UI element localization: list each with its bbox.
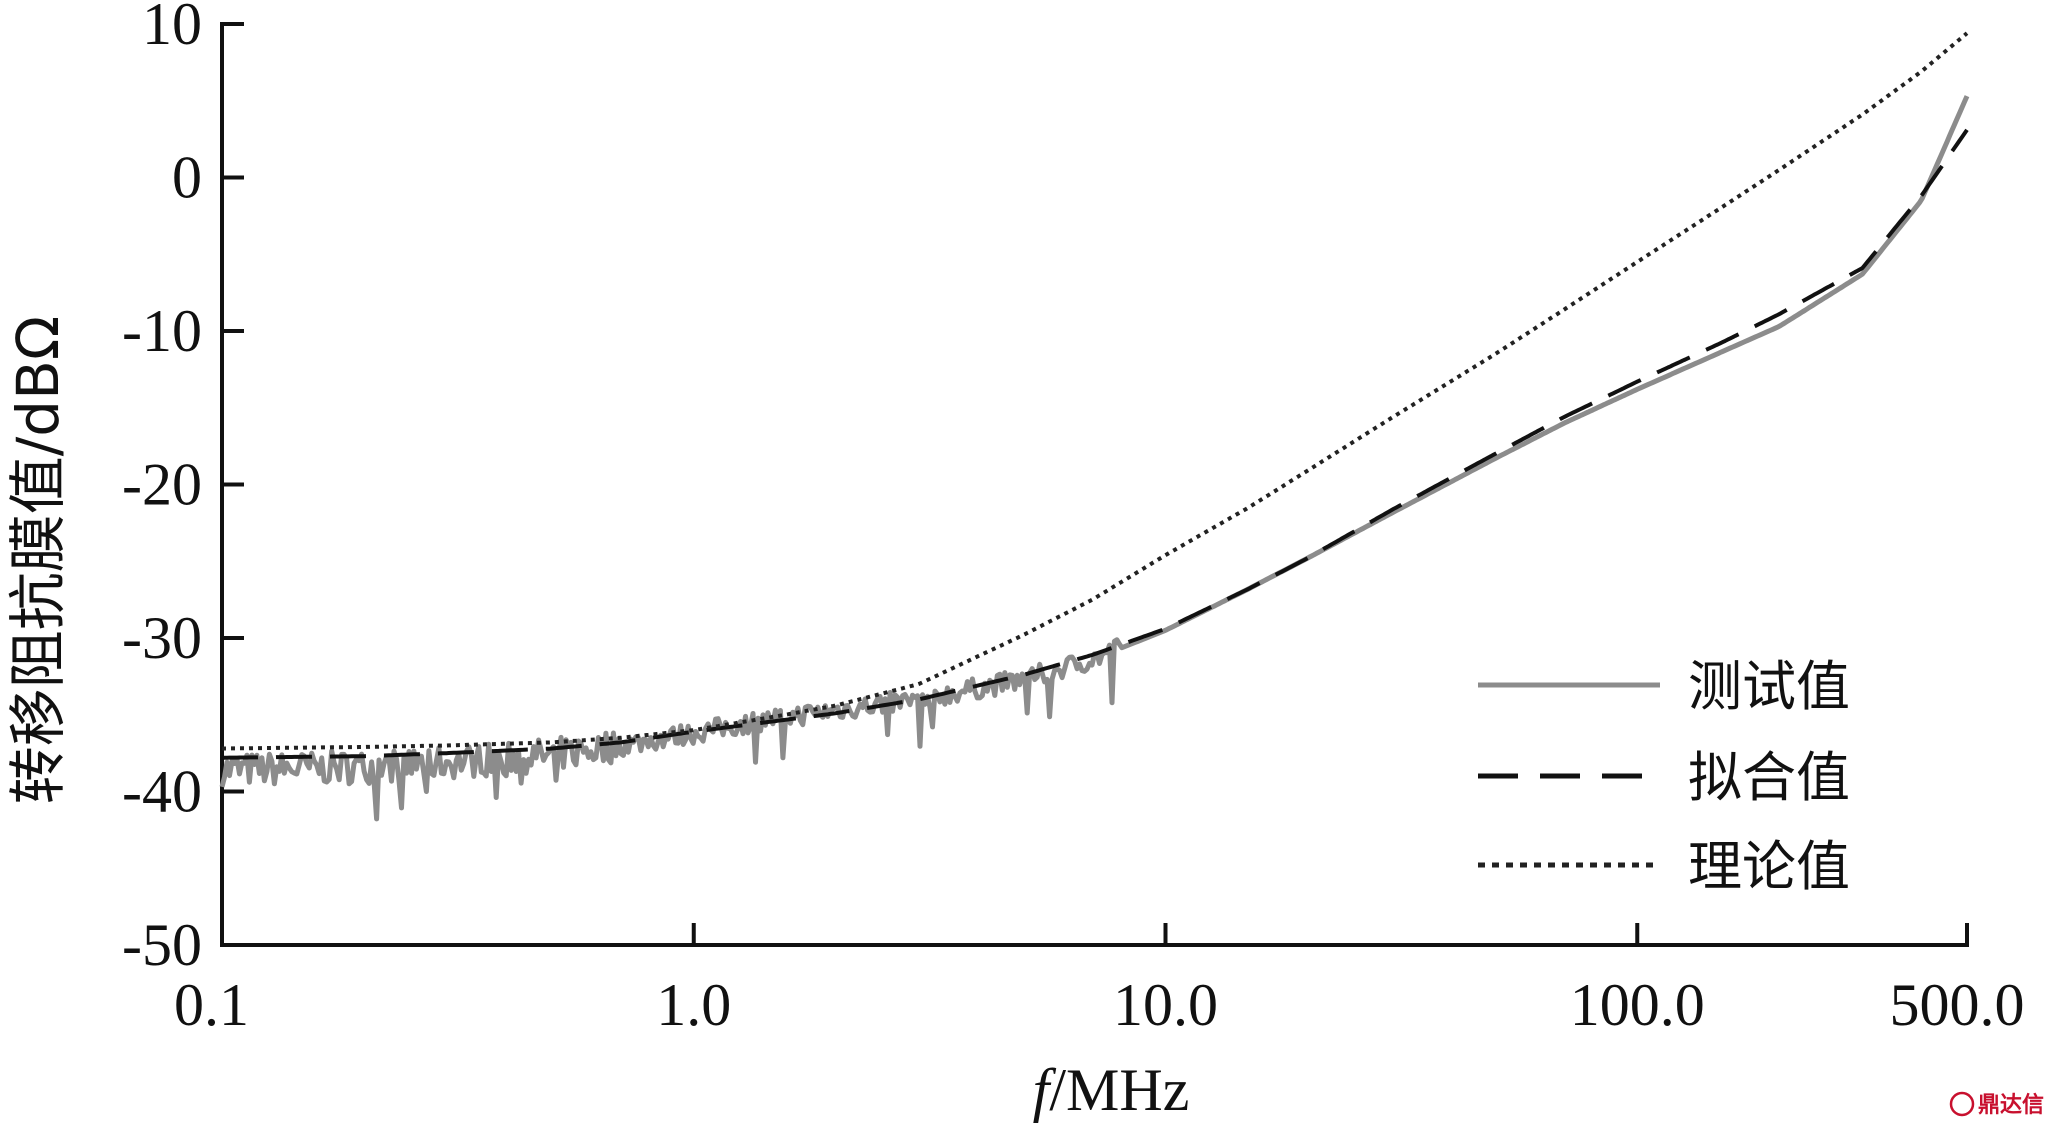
x-tick-label: 1.0 xyxy=(656,972,731,1038)
watermark-text: 鼎达信 xyxy=(1978,1092,2044,1118)
y-tick-label: -50 xyxy=(122,912,202,978)
series-layer xyxy=(219,31,1970,822)
watermark-logo-icon xyxy=(1949,1091,1975,1117)
x-tick-label: 100.0 xyxy=(1570,972,1705,1038)
y-axis-title: 转移阻抗膜值/dBΩ xyxy=(4,316,72,804)
x-tick-label: 500.0 xyxy=(1890,972,2025,1038)
x-tick-label: 0.1 xyxy=(174,972,249,1038)
y-tick-label: -20 xyxy=(122,452,202,518)
y-tick-label: -30 xyxy=(122,605,202,671)
x-tick-label: 10.0 xyxy=(1113,972,1218,1038)
legend-label-measured: 测试值 xyxy=(1688,655,1850,718)
legend-label-fitted: 拟合值 xyxy=(1688,746,1850,809)
watermark: 鼎达信 xyxy=(1949,1091,2044,1118)
y-tick-label: -40 xyxy=(122,759,202,825)
legend-label-theory: 理论值 xyxy=(1688,835,1850,898)
x-axis-title-unit: /MHz xyxy=(1049,1057,1189,1123)
series-line-2 xyxy=(222,128,1969,760)
series-line-3 xyxy=(222,31,1969,751)
y-tick-label: 10 xyxy=(142,0,202,57)
legend: 测试值 拟合值 理论值 xyxy=(1478,655,1850,898)
y-tick-label: 0 xyxy=(172,145,202,211)
axes: 10 0 -10 -20 -30 -40 -500.1 1.0 10.0 100.0 500.0 xyxy=(122,0,2024,1038)
x-axis-title: f/MHz xyxy=(1033,1057,1190,1123)
y-tick-label: -10 xyxy=(122,298,202,364)
